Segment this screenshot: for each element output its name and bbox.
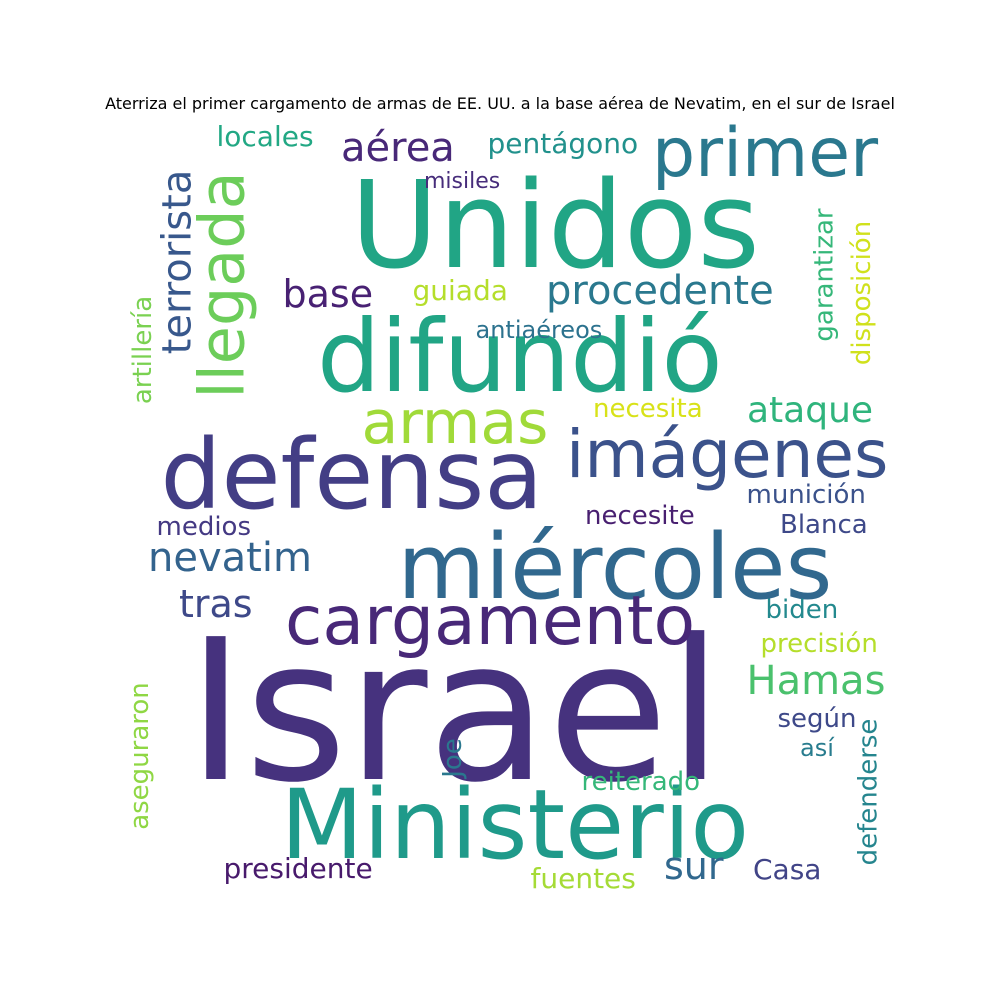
word-presidente: presidente (223, 852, 373, 885)
word-tras: tras (179, 582, 253, 626)
word-joe: Joe (437, 738, 468, 778)
word-reiterado: reiterado (581, 767, 701, 797)
word-locales: locales (216, 120, 314, 153)
word-armas: armas (361, 388, 549, 458)
word-garantizar: garantizar (809, 208, 840, 342)
word-segun: según (777, 704, 857, 734)
word-nevatim: nevatim (148, 535, 312, 581)
word-blanca: Blanca (780, 510, 868, 540)
word-hamas: Hamas (746, 658, 886, 704)
word-necesite: necesite (585, 501, 695, 531)
word-cargamento: cargamento (285, 582, 696, 661)
word-artilleria: artillería (128, 295, 159, 405)
word-misiles: misiles (424, 169, 501, 194)
word-defenderse: defenderse (852, 718, 883, 866)
word-sur: sur (664, 844, 724, 888)
word-imagenes: imágenes (566, 416, 889, 493)
word-municion: munición (746, 480, 866, 510)
word-difundio: difundió (317, 298, 723, 415)
word-base: base (282, 272, 374, 316)
word-guiada: guiada (412, 274, 508, 307)
word-disposicion: disposición (847, 220, 878, 366)
word-casa: Casa (753, 853, 822, 886)
word-biden: biden (765, 595, 839, 625)
word-antiaereos: antiaéreos (475, 316, 603, 344)
word-llegada: llegada (185, 171, 259, 399)
word-defensa: defensa (160, 419, 544, 531)
word-medios: medios (156, 512, 252, 542)
chart-title: Aterriza el primer cargamento de armas d… (105, 94, 895, 113)
word-aseguraron: aseguraron (124, 682, 155, 830)
word-ministerio: Ministerio (280, 769, 750, 881)
word-terrorista: terrorista (153, 169, 200, 355)
word-unidos: Unidos (350, 157, 760, 296)
word-necesita: necesita (593, 394, 703, 424)
word-ataque: ataque (747, 390, 874, 431)
word-israel: Israel (187, 598, 723, 826)
word-primer: primer (652, 114, 879, 193)
word-procedente: procedente (546, 268, 774, 314)
word-pentagono: pentágono (487, 127, 639, 160)
word-aerea: aérea (341, 125, 455, 171)
word-precision: precisión (760, 629, 878, 659)
word-asi: así (800, 734, 834, 762)
word-fuentes: fuentes (530, 862, 636, 895)
word-miercoles: miércoles (397, 515, 833, 620)
